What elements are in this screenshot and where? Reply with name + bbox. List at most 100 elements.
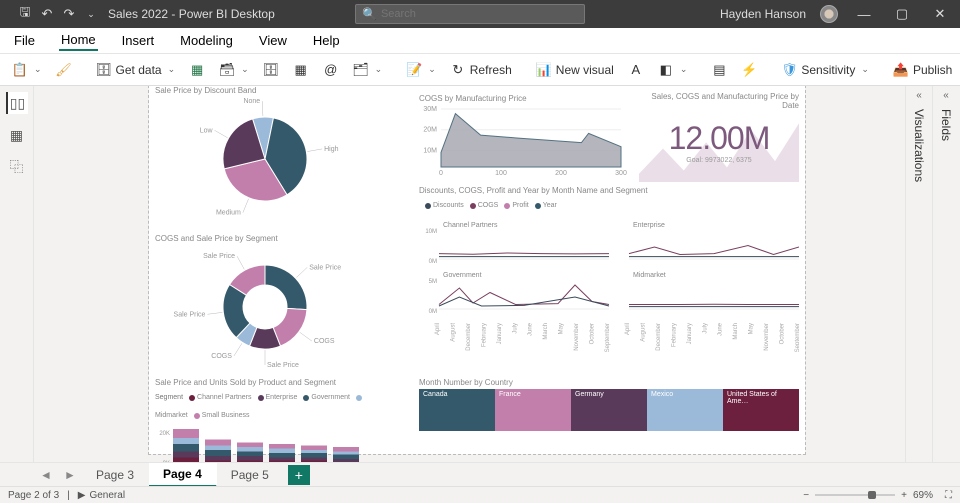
getdata-button[interactable]: 🗄Get data⌄: [92, 60, 180, 80]
treemap-tile[interactable]: Month Number by Country CanadaFranceGerm…: [419, 378, 799, 436]
quickmeasure-button[interactable]: ⚡: [737, 60, 761, 80]
avatar[interactable]: [820, 5, 838, 23]
chart-title: Sale Price and Units Sold by Product and…: [155, 378, 375, 387]
dataverse-button[interactable]: @: [319, 60, 343, 80]
brush-icon: 🖌: [56, 62, 72, 78]
svg-text:June: June: [528, 322, 534, 336]
sensitivity-button[interactable]: 🛡Sensitivity⌄: [777, 60, 873, 80]
zoom-out-icon[interactable]: −: [803, 490, 809, 501]
treemap-cell[interactable]: Germany: [571, 389, 647, 431]
pie-discount-tile[interactable]: Sale Price by Discount Band NoneHighMedi…: [155, 86, 365, 226]
menu-help[interactable]: Help: [311, 31, 342, 50]
treemap-cell[interactable]: Canada: [419, 389, 495, 431]
bar-chart: 20K0KPaseoVTTVeloAmarillaMontanaCarreter…: [155, 427, 375, 466]
statusbar: Page 2 of 3 | ▶ General − + 69% ⛶: [0, 486, 960, 503]
bar-tile[interactable]: Sale Price and Units Sold by Product and…: [155, 378, 375, 452]
sql-button[interactable]: 🗄: [259, 60, 283, 80]
page-tab[interactable]: Page 4: [149, 463, 217, 487]
textbox-button[interactable]: A: [624, 60, 648, 80]
svg-text:May: May: [559, 323, 565, 334]
multiline-chart: Channel Partners10M0MEnterpriseGovernmen…: [419, 217, 799, 381]
zoom-slider[interactable]: [815, 494, 895, 496]
chart-title: Discounts, COGS, Profit and Year by Mont…: [419, 186, 799, 195]
maximize-button[interactable]: ▢: [890, 6, 914, 22]
page-tab[interactable]: Page 3: [82, 464, 149, 486]
search-input[interactable]: [381, 8, 578, 20]
refresh-button[interactable]: ↻Refresh: [446, 60, 516, 80]
kpi-tile[interactable]: Sales, COGS and Manufacturing Price by D…: [639, 92, 799, 180]
menu-file[interactable]: File: [12, 31, 37, 50]
treemap-cell[interactable]: France: [495, 389, 571, 431]
visualizations-pane[interactable]: « Visualizations: [905, 86, 932, 466]
kpi-goal: Goal: 9973022, 6375: [639, 157, 799, 164]
svg-text:0: 0: [439, 170, 443, 177]
fields-pane[interactable]: « Fields: [932, 86, 959, 466]
zoom-control[interactable]: − + 69% ⛶: [803, 490, 952, 501]
paste-button[interactable]: 📋⌄: [8, 60, 46, 80]
svg-text:April: April: [625, 323, 631, 335]
save-icon[interactable]: 🖫: [14, 3, 36, 25]
minimize-button[interactable]: —: [852, 7, 876, 22]
fit-icon[interactable]: ⛶: [945, 490, 952, 501]
page-tab[interactable]: Page 5: [217, 464, 284, 486]
data-view-icon[interactable]: ▦: [6, 124, 28, 146]
svg-text:October: October: [590, 323, 596, 344]
menu-home[interactable]: Home: [59, 30, 98, 51]
multiline-tile[interactable]: Discounts, COGS, Profit and Year by Mont…: [419, 186, 799, 374]
treemap-cell[interactable]: United States of Ame…: [723, 389, 799, 431]
svg-text:January: January: [497, 323, 503, 344]
excel-button[interactable]: ▦: [185, 60, 209, 80]
model-view-icon[interactable]: ⿻: [6, 156, 28, 178]
menu-view[interactable]: View: [257, 31, 289, 50]
svg-text:December: December: [656, 323, 662, 351]
refresh-icon: ↻: [450, 62, 466, 78]
transform-button[interactable]: 📝⌄: [402, 60, 440, 80]
chart-title: Sales, COGS and Manufacturing Price by D…: [639, 92, 799, 110]
datahub-button[interactable]: 🗃⌄: [215, 60, 253, 80]
page-tabs: ◄ ► Page 3 Page 4 Page 5 +: [0, 462, 960, 486]
undo-icon[interactable]: ↶: [36, 6, 58, 22]
general-icon: ▶: [78, 490, 86, 501]
treemap-cell[interactable]: Mexico: [647, 389, 723, 431]
page-counter: Page 2 of 3: [8, 490, 59, 501]
svg-text:June: June: [718, 322, 724, 336]
svg-text:High: High: [324, 146, 339, 153]
quickmeasure-icon: ⚡: [741, 62, 757, 78]
search-box[interactable]: 🔍: [355, 4, 585, 24]
donut-segment-tile[interactable]: COGS and Sale Price by Segment Sale Pric…: [155, 234, 365, 374]
report-page[interactable]: Sale Price by Discount Band NoneHighMedi…: [149, 86, 805, 454]
enterdata-button[interactable]: ▦: [289, 60, 313, 80]
publish-button[interactable]: 📤Publish: [889, 60, 956, 80]
menu-modeling[interactable]: Modeling: [178, 31, 235, 50]
collapse-icon[interactable]: «: [916, 90, 922, 101]
zoom-in-icon[interactable]: +: [901, 490, 907, 501]
svg-text:20K: 20K: [159, 431, 170, 437]
report-view-icon[interactable]: ▯▯: [6, 92, 28, 114]
svg-text:COGS: COGS: [314, 338, 335, 345]
svg-text:Midmarket: Midmarket: [633, 272, 666, 279]
svg-text:Sale Price: Sale Price: [203, 253, 235, 260]
close-button[interactable]: ✕: [928, 6, 952, 22]
pane-label: Visualizations: [912, 109, 926, 182]
redo-icon[interactable]: ↷: [58, 6, 80, 22]
area-chart: 30M20M10M0100200300: [419, 105, 629, 181]
format-painter-button[interactable]: 🖌: [52, 60, 76, 80]
window-title: Sales 2022 - Power BI Desktop: [108, 7, 275, 21]
newvisual-button[interactable]: 📊New visual: [532, 60, 618, 80]
svg-text:October: October: [780, 323, 786, 344]
morevisuals-button[interactable]: ◧⌄: [654, 60, 692, 80]
prev-page-button[interactable]: ◄: [34, 468, 58, 482]
general-label: General: [89, 490, 125, 501]
svg-text:20M: 20M: [423, 127, 437, 134]
next-page-button[interactable]: ►: [58, 468, 82, 482]
shapes-icon: ◧: [658, 62, 674, 78]
svg-text:January: January: [687, 323, 693, 344]
menu-insert[interactable]: Insert: [120, 31, 157, 50]
pie-chart: NoneHighMediumLow: [155, 97, 365, 223]
measure-button[interactable]: ▤: [707, 60, 731, 80]
add-page-button[interactable]: +: [288, 465, 310, 485]
titlebar-chevron-icon[interactable]: ⌄: [80, 9, 102, 20]
area-tile[interactable]: COGS by Manufacturing Price 30M20M10M010…: [419, 94, 629, 182]
collapse-icon[interactable]: «: [943, 90, 949, 101]
recent-button[interactable]: 🗂⌄: [349, 60, 387, 80]
